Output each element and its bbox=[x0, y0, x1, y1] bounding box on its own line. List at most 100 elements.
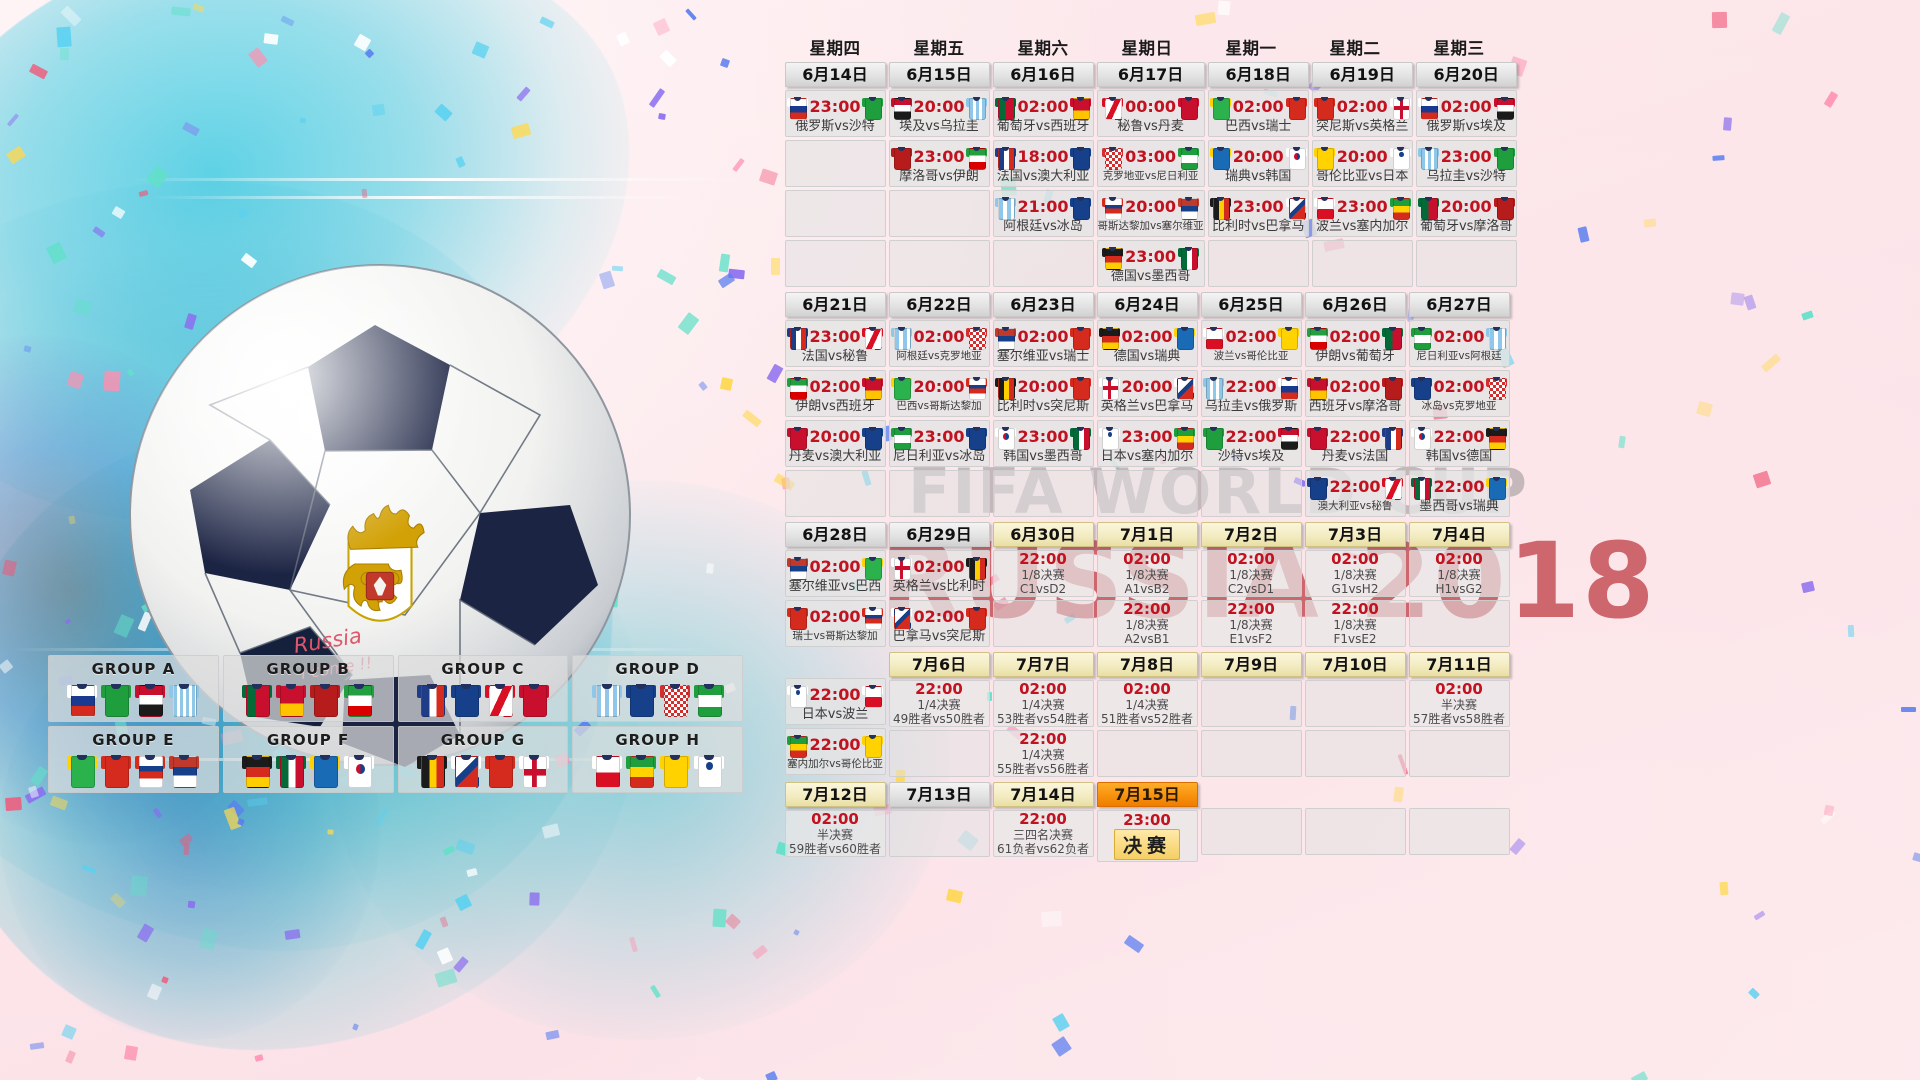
day-date-tag[interactable]: 7月1日 bbox=[1096, 522, 1198, 547]
match-cell[interactable]: 02:00 阿根廷vs克罗地亚 bbox=[888, 320, 990, 367]
match-cell[interactable]: 02:00 西班牙vs摩洛哥 bbox=[1304, 370, 1406, 417]
match-cell[interactable]: 02:00 尼日利亚vs阿根廷 bbox=[1408, 320, 1510, 367]
match-cell[interactable]: 23:00 俄罗斯vs沙特 bbox=[784, 90, 886, 137]
day-date-tag[interactable]: 7月4日 bbox=[1408, 522, 1510, 547]
match-cell[interactable]: 02:00 瑞士vs哥斯达黎加 bbox=[784, 600, 886, 647]
match-cell[interactable]: 22:00 澳大利亚vs秘鲁 bbox=[1304, 470, 1406, 517]
match-cell[interactable]: 23:00 德国vs墨西哥 bbox=[1096, 240, 1205, 287]
knockout-match-cell[interactable]: 02:00 1/4决赛 51胜者vs52胜者 bbox=[1096, 680, 1198, 727]
knockout-match-cell[interactable]: 22:00 1/4决赛 49胜者vs50胜者 bbox=[888, 680, 990, 727]
match-cell[interactable]: 00:00 秘鲁vs丹麦 bbox=[1096, 90, 1205, 137]
match-cell[interactable]: 23:00 韩国vs墨西哥 bbox=[992, 420, 1094, 467]
group-card-e[interactable]: GROUP E bbox=[48, 726, 219, 793]
match-cell[interactable]: 23:00 摩洛哥vs伊朗 bbox=[888, 140, 990, 187]
day-date-tag[interactable]: 7月8日 bbox=[1096, 652, 1198, 677]
day-date-tag[interactable]: 6月25日 bbox=[1200, 292, 1302, 317]
day-date-tag[interactable]: 6月27日 bbox=[1408, 292, 1510, 317]
match-cell[interactable]: 22:00 墨西哥vs瑞典 bbox=[1408, 470, 1510, 517]
day-date-tag[interactable]: 7月15日 bbox=[1096, 782, 1198, 807]
day-date-tag[interactable]: 6月21日 bbox=[784, 292, 886, 317]
group-card-h[interactable]: GROUP H bbox=[572, 726, 743, 793]
match-cell[interactable]: 02:00 德国vs瑞典 bbox=[1096, 320, 1198, 367]
match-cell[interactable]: 23:00 尼日利亚vs冰岛 bbox=[888, 420, 990, 467]
knockout-match-cell[interactable]: 22:00 1/8决赛 E1vsF2 bbox=[1200, 600, 1302, 647]
match-cell[interactable]: 02:00 伊朗vs西班牙 bbox=[784, 370, 886, 417]
match-cell[interactable]: 02:00 巴拿马vs突尼斯 bbox=[888, 600, 990, 647]
day-date-tag[interactable]: 6月16日 bbox=[992, 62, 1094, 87]
match-cell[interactable]: 02:00 葡萄牙vs西班牙 bbox=[992, 90, 1094, 137]
day-date-tag[interactable]: 6月30日 bbox=[992, 522, 1094, 547]
match-cell[interactable]: 22:00 塞内加尔vs哥伦比亚 bbox=[784, 728, 886, 775]
match-cell[interactable]: 23:00 波兰vs塞内加尔 bbox=[1311, 190, 1413, 237]
match-cell[interactable]: 20:00 埃及vs乌拉圭 bbox=[888, 90, 990, 137]
match-cell[interactable]: 22:00 乌拉圭vs俄罗斯 bbox=[1200, 370, 1302, 417]
day-date-tag[interactable]: 7月14日 bbox=[992, 782, 1094, 807]
knockout-match-cell[interactable]: 02:00 1/8决赛 G1vsH2 bbox=[1304, 550, 1406, 597]
match-cell[interactable]: 02:00 波兰vs哥伦比亚 bbox=[1200, 320, 1302, 367]
knockout-match-cell[interactable]: 02:00 1/8决赛 C2vsD1 bbox=[1200, 550, 1302, 597]
day-date-tag[interactable]: 7月2日 bbox=[1200, 522, 1302, 547]
knockout-match-cell[interactable]: 02:00 1/4决赛 53胜者vs54胜者 bbox=[992, 680, 1094, 727]
day-date-tag[interactable]: 6月17日 bbox=[1096, 62, 1205, 87]
match-cell[interactable]: 02:00 突尼斯vs英格兰 bbox=[1311, 90, 1413, 137]
day-date-tag[interactable]: 6月23日 bbox=[992, 292, 1094, 317]
day-date-tag[interactable]: 6月18日 bbox=[1207, 62, 1309, 87]
knockout-match-cell[interactable]: 22:00 1/8决赛 F1vsE2 bbox=[1304, 600, 1406, 647]
group-card-f[interactable]: GROUP F bbox=[222, 726, 394, 793]
match-cell[interactable]: 23:00 比利时vs巴拿马 bbox=[1207, 190, 1309, 237]
match-cell[interactable]: 20:00 丹麦vs澳大利亚 bbox=[784, 420, 886, 467]
match-cell[interactable]: 22:00 日本vs波兰 bbox=[784, 678, 886, 725]
day-date-tag[interactable]: 7月6日 bbox=[888, 652, 990, 677]
day-date-tag[interactable]: 7月12日 bbox=[784, 782, 886, 807]
match-cell[interactable]: 20:00 哥斯达黎加vs塞尔维亚 bbox=[1096, 190, 1205, 237]
match-cell[interactable]: 21:00 阿根廷vs冰岛 bbox=[992, 190, 1094, 237]
day-date-tag[interactable]: 7月3日 bbox=[1304, 522, 1406, 547]
match-cell[interactable]: 03:00 克罗地亚vs尼日利亚 bbox=[1096, 140, 1205, 187]
knockout-match-cell[interactable]: 22:00 1/8决赛 C1vsD2 bbox=[992, 550, 1094, 597]
match-cell[interactable]: 18:00 法国vs澳大利亚 bbox=[992, 140, 1094, 187]
knockout-match-cell[interactable]: 02:00 1/8决赛 A1vsB2 bbox=[1096, 550, 1198, 597]
group-card-b[interactable]: GROUP B bbox=[222, 655, 394, 722]
match-cell[interactable]: 02:00 英格兰vs比利时 bbox=[888, 550, 990, 597]
match-cell[interactable]: 20:00 哥伦比亚vs日本 bbox=[1311, 140, 1413, 187]
day-date-tag[interactable]: 6月29日 bbox=[888, 522, 990, 547]
match-cell[interactable]: 22:00 韩国vs德国 bbox=[1408, 420, 1510, 467]
match-cell[interactable]: 22:00 沙特vs埃及 bbox=[1200, 420, 1302, 467]
day-date-tag[interactable]: 6月26日 bbox=[1304, 292, 1406, 317]
match-cell[interactable]: 23:00 乌拉圭vs沙特 bbox=[1415, 140, 1517, 187]
match-cell[interactable]: 20:00 比利时vs突尼斯 bbox=[992, 370, 1094, 417]
day-date-tag[interactable]: 7月9日 bbox=[1200, 652, 1302, 677]
match-cell[interactable]: 20:00 英格兰vs巴拿马 bbox=[1096, 370, 1198, 417]
group-card-g[interactable]: GROUP G bbox=[397, 726, 569, 793]
match-cell[interactable]: 23:00 法国vs秘鲁 bbox=[784, 320, 886, 367]
match-cell[interactable]: 20:00 巴西vs哥斯达黎加 bbox=[888, 370, 990, 417]
match-cell[interactable]: 02:00 冰岛vs克罗地亚 bbox=[1408, 370, 1510, 417]
day-date-tag[interactable]: 6月22日 bbox=[888, 292, 990, 317]
knockout-match-cell[interactable]: 02:00 半决赛 59胜者vs60胜者 bbox=[784, 810, 886, 857]
group-card-d[interactable]: GROUP D bbox=[572, 655, 743, 722]
match-cell[interactable]: 02:00 伊朗vs葡萄牙 bbox=[1304, 320, 1406, 367]
day-date-tag[interactable]: 7月13日 bbox=[888, 782, 990, 807]
day-date-tag[interactable]: 7月10日 bbox=[1304, 652, 1406, 677]
match-cell[interactable]: 20:00 瑞典vs韩国 bbox=[1207, 140, 1309, 187]
match-cell[interactable]: 22:00 丹麦vs法国 bbox=[1304, 420, 1406, 467]
match-cell[interactable]: 23:00 日本vs塞内加尔 bbox=[1096, 420, 1198, 467]
day-date-tag[interactable]: 6月19日 bbox=[1311, 62, 1413, 87]
day-date-tag[interactable]: 6月24日 bbox=[1096, 292, 1198, 317]
day-date-tag[interactable]: 6月28日 bbox=[784, 522, 886, 547]
match-cell[interactable]: 02:00 俄罗斯vs埃及 bbox=[1415, 90, 1517, 137]
day-date-tag[interactable]: 6月15日 bbox=[888, 62, 990, 87]
match-cell[interactable]: 20:00 葡萄牙vs摩洛哥 bbox=[1415, 190, 1517, 237]
match-cell[interactable]: 02:00 巴西vs瑞士 bbox=[1207, 90, 1309, 137]
knockout-match-cell[interactable]: 02:00 1/8决赛 H1vsG2 bbox=[1408, 550, 1510, 597]
day-date-tag[interactable]: 6月14日 bbox=[784, 62, 886, 87]
knockout-match-cell[interactable]: 22:00 1/4决赛 55胜者vs56胜者 bbox=[992, 730, 1094, 777]
group-card-c[interactable]: GROUP C bbox=[397, 655, 569, 722]
knockout-match-cell[interactable]: 02:00 半决赛 57胜者vs58胜者 bbox=[1408, 680, 1510, 727]
knockout-match-cell[interactable]: 23:00 决赛 bbox=[1096, 810, 1198, 862]
day-date-tag[interactable]: 7月7日 bbox=[992, 652, 1094, 677]
knockout-match-cell[interactable]: 22:00 1/8决赛 A2vsB1 bbox=[1096, 600, 1198, 647]
match-cell[interactable]: 02:00 塞尔维亚vs巴西 bbox=[784, 550, 886, 597]
match-cell[interactable]: 02:00 塞尔维亚vs瑞士 bbox=[992, 320, 1094, 367]
day-date-tag[interactable]: 7月11日 bbox=[1408, 652, 1510, 677]
